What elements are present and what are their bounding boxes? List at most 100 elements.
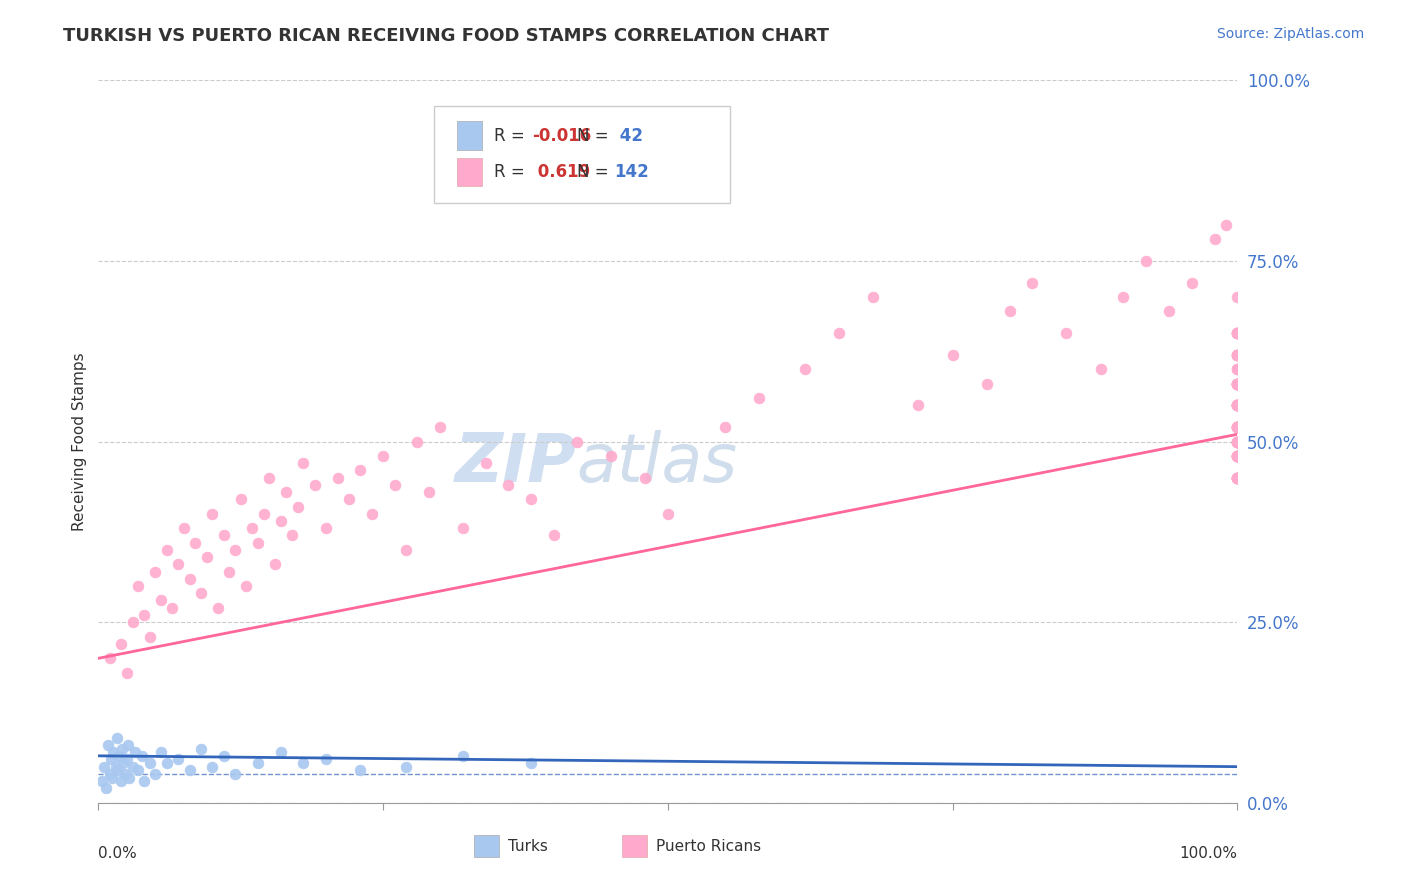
Point	[96, 738, 118, 752]
Point	[1226, 376, 1249, 391]
Point	[1226, 398, 1249, 412]
Point	[1226, 471, 1249, 485]
Point	[1226, 420, 1249, 434]
Point	[1226, 376, 1249, 391]
Point	[179, 764, 201, 778]
Point	[1226, 471, 1249, 485]
Point	[371, 449, 394, 463]
Point	[179, 572, 201, 586]
Point	[98, 767, 121, 781]
Point	[105, 731, 128, 745]
Point	[212, 748, 235, 763]
Point	[1226, 434, 1249, 449]
Point	[104, 760, 127, 774]
Text: 0.0%: 0.0%	[98, 847, 138, 861]
Point	[264, 558, 287, 572]
Point	[110, 774, 132, 789]
Text: N =: N =	[576, 163, 613, 181]
Point	[520, 756, 543, 770]
Point	[395, 542, 418, 557]
Text: N =: N =	[576, 127, 613, 145]
Point	[1226, 449, 1249, 463]
Point	[173, 521, 195, 535]
Point	[1226, 434, 1249, 449]
Point	[1226, 420, 1249, 434]
Point	[565, 434, 588, 449]
Point	[1226, 326, 1249, 341]
Point	[1226, 449, 1249, 463]
Point	[270, 745, 292, 759]
Point	[429, 420, 451, 434]
Point	[1226, 449, 1249, 463]
Point	[270, 514, 292, 528]
Text: 42: 42	[614, 127, 644, 145]
Point	[138, 756, 160, 770]
Point	[1157, 304, 1180, 318]
Point	[1226, 471, 1249, 485]
Point	[93, 760, 115, 774]
Point	[127, 579, 149, 593]
Point	[1021, 276, 1043, 290]
Point	[451, 748, 474, 763]
Point	[1226, 376, 1249, 391]
Point	[748, 391, 770, 405]
Point	[1226, 348, 1249, 362]
Point	[1226, 420, 1249, 434]
Point	[246, 756, 269, 770]
Point	[1226, 471, 1249, 485]
Point	[98, 651, 121, 665]
Point	[1226, 471, 1249, 485]
FancyBboxPatch shape	[434, 105, 731, 203]
Point	[498, 478, 520, 492]
Point	[998, 304, 1021, 318]
Point	[1226, 376, 1249, 391]
Point	[1135, 253, 1157, 268]
Point	[406, 434, 429, 449]
Point	[145, 767, 167, 781]
Point	[131, 748, 153, 763]
Point	[1226, 449, 1249, 463]
Point	[315, 752, 337, 766]
Point	[1226, 376, 1249, 391]
Point	[1226, 449, 1249, 463]
Point	[1226, 398, 1249, 412]
Point	[1226, 376, 1249, 391]
Point	[942, 348, 965, 362]
Point	[418, 485, 440, 500]
Point	[207, 600, 229, 615]
Point	[132, 607, 155, 622]
Point	[240, 521, 263, 535]
Point	[384, 478, 406, 492]
Point	[600, 449, 623, 463]
Point	[1226, 471, 1249, 485]
Point	[1204, 232, 1226, 246]
Point	[1226, 326, 1249, 341]
Point	[1226, 398, 1249, 412]
Point	[162, 600, 184, 615]
Point	[1226, 398, 1249, 412]
Point	[1226, 434, 1249, 449]
Point	[1226, 434, 1249, 449]
Point	[224, 767, 246, 781]
Point	[1226, 471, 1249, 485]
Point	[474, 456, 496, 470]
Point	[1226, 471, 1249, 485]
Point	[184, 535, 207, 549]
Text: Source: ZipAtlas.com: Source: ZipAtlas.com	[1216, 27, 1364, 41]
Point	[1181, 276, 1204, 290]
Point	[1226, 398, 1249, 412]
Point	[292, 456, 315, 470]
Point	[1226, 398, 1249, 412]
Point	[108, 748, 131, 763]
Point	[121, 615, 143, 630]
Point	[337, 492, 360, 507]
Point	[201, 760, 224, 774]
Point	[112, 756, 135, 770]
Point	[828, 326, 851, 341]
Text: Puerto Ricans: Puerto Ricans	[657, 838, 762, 854]
Point	[1226, 326, 1249, 341]
Point	[118, 771, 141, 785]
Point	[360, 507, 382, 521]
Point	[543, 528, 565, 542]
Point	[862, 290, 884, 304]
